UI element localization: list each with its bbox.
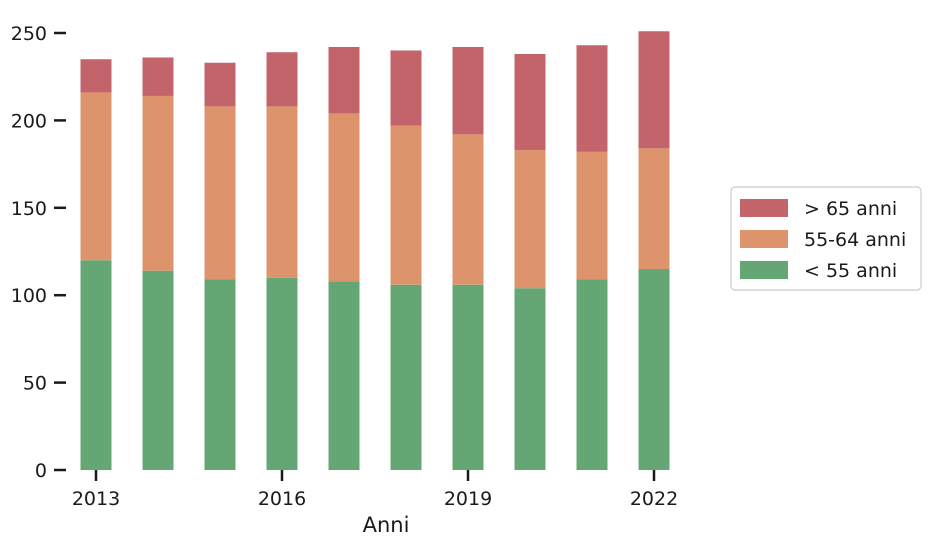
bar-65-anni-2020 [514, 53, 546, 151]
x-tick-label-2022: 2022 [630, 488, 678, 510]
bar-65-anni-2017 [328, 46, 360, 114]
bar-65-anni-2016 [266, 52, 298, 107]
bar-65-anni-2014 [142, 57, 174, 96]
bar-55-anni-2018 [390, 284, 422, 470]
y-tick-label-100: 100 [11, 285, 47, 307]
bar-65-anni-2021 [576, 45, 608, 152]
bar-65-anni-2013 [80, 59, 112, 93]
y-axis: 0 50 100 150 200 250 [11, 23, 66, 482]
bar-55-64-anni-2017 [328, 113, 360, 282]
bar-65-anni-2019 [452, 46, 484, 135]
x-tick-label-2019: 2019 [444, 488, 492, 510]
bar-55-64-anni-2022 [638, 148, 670, 269]
bar-65-anni-2018 [390, 50, 422, 126]
bar-55-64-anni-2015 [204, 106, 236, 280]
bar-55-64-anni-2020 [514, 150, 546, 289]
bar-55-64-anni-2013 [80, 92, 112, 261]
bar-55-anni-2019 [452, 284, 484, 470]
legend-label-65-anni: > 65 anni [804, 198, 897, 220]
bar-65-anni-2022 [638, 31, 670, 149]
bar-55-anni-2014 [142, 270, 174, 470]
x-axis: 2013 2016 2019 2022 [72, 470, 678, 510]
bar-55-64-anni-2021 [576, 151, 608, 280]
y-tick-label-250: 250 [11, 23, 47, 45]
legend-swatch-65-anni [740, 199, 788, 217]
legend: > 65 anni 55-64 anni < 55 anni [730, 186, 922, 291]
bar-65-anni-2015 [204, 62, 236, 107]
bar-55-64-anni-2014 [142, 95, 174, 271]
bar-55-anni-2016 [266, 277, 298, 470]
legend-swatch-55-anni [740, 261, 788, 279]
x-tick-label-2016: 2016 [258, 488, 306, 510]
y-tick-label-0: 0 [35, 460, 47, 482]
bar-55-64-anni-2016 [266, 106, 298, 278]
y-tick-label-200: 200 [11, 110, 47, 132]
bar-55-64-anni-2019 [452, 134, 484, 285]
x-tick-label-2013: 2013 [72, 488, 120, 510]
legend-label-55-anni: < 55 anni [804, 260, 897, 282]
bar-55-anni-2017 [328, 281, 360, 470]
bars-layer [80, 31, 670, 470]
bar-55-64-anni-2018 [390, 125, 422, 285]
y-tick-label-50: 50 [23, 373, 47, 395]
y-tick-label-150: 150 [11, 198, 47, 220]
legend-swatch-55-64-anni [740, 230, 788, 248]
bar-55-anni-2013 [80, 260, 112, 470]
bar-55-anni-2020 [514, 288, 546, 470]
x-axis-title: Anni [363, 513, 410, 537]
legend-label-55-64-anni: 55-64 anni [804, 229, 906, 251]
bar-55-anni-2022 [638, 268, 670, 470]
bar-55-anni-2021 [576, 279, 608, 470]
bar-55-anni-2015 [204, 279, 236, 470]
